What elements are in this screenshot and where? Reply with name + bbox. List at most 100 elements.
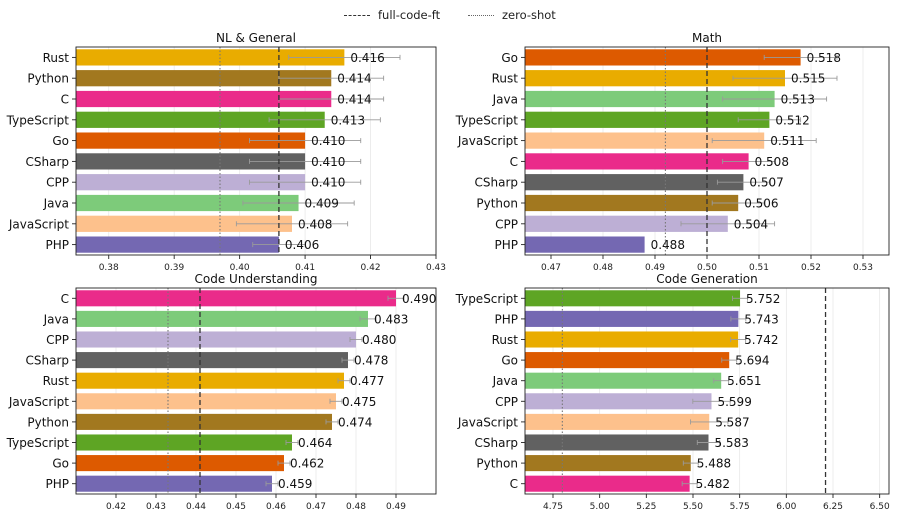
bar-go [76,132,306,149]
bar-typescript [76,111,325,128]
x-tick-label: 0.48 [593,263,613,273]
value-label: 5.583 [714,436,748,450]
dotted-line-icon [468,14,494,16]
bar-csharp [525,434,709,451]
x-tick-label: 0.53 [853,263,873,273]
value-label: 0.475 [342,395,376,409]
legend: full-code-ft zero-shot [0,8,897,24]
value-label: 0.410 [311,176,345,190]
value-label: 0.480 [362,333,396,347]
category-label: CPP [495,217,518,231]
bar-javascript [76,393,336,410]
category-label: C [510,155,518,169]
x-tick-label: 0.47 [306,502,326,512]
category-label: Rust [492,333,519,347]
bar-python [76,413,332,430]
value-label: 0.488 [651,238,685,252]
value-label: 5.651 [727,374,761,388]
x-tick-label: 6.25 [823,502,843,512]
bar-c [76,290,396,307]
bar-rust [525,331,739,348]
bar-python [525,194,739,212]
category-label: Go [52,457,69,471]
bar-php [525,310,739,327]
value-label: 0.515 [791,72,825,86]
category-label: Rust [492,72,519,86]
bar-csharp [76,352,348,369]
x-tick-label: 0.42 [106,502,126,512]
value-label: 5.587 [715,415,749,429]
category-label: CSharp [25,354,69,368]
x-tick-label: 0.43 [146,502,166,512]
category-label: CSharp [25,155,69,169]
value-label: 0.508 [755,155,789,169]
value-label: 0.490 [402,292,436,306]
category-label: TypeScript [6,436,70,450]
x-tick-label: 5.75 [730,502,750,512]
bar-rust [76,372,344,389]
bar-java [525,372,722,389]
bar-csharp [76,153,306,170]
bar-csharp [525,174,744,191]
value-label: 5.694 [735,354,769,368]
legend-full-code-ft-label: full-code-ft [378,8,441,22]
bar-typescript [76,434,292,451]
x-tick-label: 0.50 [697,263,717,273]
x-tick-label: 0.46 [266,502,286,512]
x-tick-label: 0.42 [361,263,381,273]
legend-zero-shot: zero-shot [468,8,556,22]
value-label: 0.410 [311,134,345,148]
category-label: Java [492,93,518,107]
category-label: Python [476,197,518,211]
x-tick-label: 0.45 [226,502,246,512]
value-label: 0.506 [744,197,778,211]
bar-go [76,455,284,472]
category-label: TypeScript [455,292,519,306]
bar-php [76,475,272,492]
panel-title: Code Generation [656,272,757,286]
category-label: Go [501,354,518,368]
bar-cpp [76,331,356,348]
category-label: Java [43,312,69,326]
x-tick-label: 0.38 [99,263,119,273]
bar-go [525,49,801,66]
panel-title: Code Understanding [195,272,318,286]
category-label: PHP [46,238,70,252]
value-label: 0.504 [734,217,768,231]
category-label: Java [492,374,518,388]
category-label: CPP [46,176,69,190]
category-label: C [510,477,518,491]
x-tick-label: 0.44 [186,502,206,512]
axes-frame [75,46,437,256]
category-label: JavaScript [457,415,518,429]
category-label: TypeScript [6,113,70,127]
bar-cpp [525,393,712,410]
value-label: 0.462 [290,457,324,471]
value-label: 0.512 [775,113,809,127]
value-label: 0.413 [331,113,365,127]
value-label: 0.416 [350,51,384,65]
panel-title: NL & General [216,31,296,45]
category-label: JavaScript [457,134,518,148]
legend-full-code-ft: full-code-ft [344,8,440,22]
value-label: 0.518 [807,51,841,65]
category-label: Python [27,72,69,86]
bar-python [525,455,691,472]
x-tick-label: 0.47 [541,263,561,273]
value-label: 5.482 [696,477,730,491]
value-label: 5.742 [744,333,778,347]
x-tick-label: 0.41 [295,263,315,273]
axes-frame [524,287,890,495]
category-label: Go [501,51,518,65]
x-tick-label: 5.00 [590,502,610,512]
bar-rust [76,49,345,66]
bar-php [525,236,645,253]
bar-go [525,352,730,369]
category-label: Rust [43,51,70,65]
value-label: 0.414 [337,72,371,86]
bar-c [76,90,332,108]
value-label: 0.408 [298,217,332,231]
bar-javascript [525,413,710,430]
value-label: 0.410 [311,155,345,169]
